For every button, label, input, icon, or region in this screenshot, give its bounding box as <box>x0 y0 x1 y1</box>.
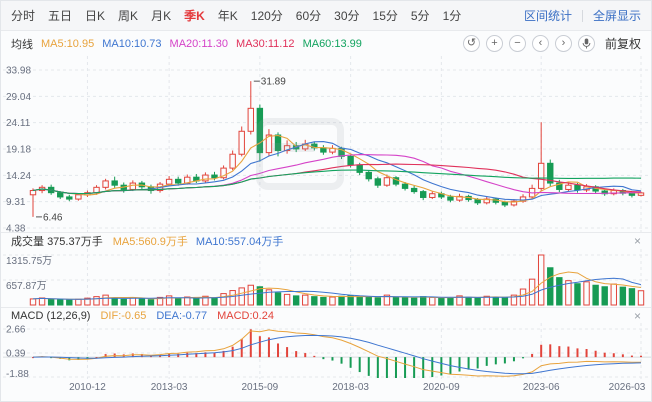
period-tab-12[interactable]: 1分 <box>442 9 462 23</box>
volume-title: 成交量 375.37万手 <box>11 236 103 248</box>
period-toolbar: 分时 五日 日K 周K 月K 季K 年K 120分 60分 30分 15分 5分 1分 区间统计 全屏显… <box>1 1 651 31</box>
period-tab-10[interactable]: 15分 <box>372 9 398 23</box>
zoom-out-button[interactable]: − <box>508 35 526 52</box>
microphone-icon <box>582 38 591 49</box>
period-tabs: 分时 五日 日K 周K 月K 季K 年K 120分 60分 30分 15分 5分 1分 <box>11 7 461 24</box>
price-chart-canvas[interactable]: 33.98 29.04 24.11 19.18 14.24 9.31 4.38 31.89 6.… <box>1 56 652 232</box>
period-tab-3[interactable]: 周K <box>118 9 139 23</box>
low-price-annotation: 6.46 <box>43 212 63 223</box>
macd-pane: MACD (12,26,9) DIF:-0.65 DEA:-0.77 MACD:… <box>1 307 651 379</box>
macd-dea-value: DEA:-0.77 <box>156 309 208 322</box>
period-tab-4[interactable]: 月K <box>151 9 172 23</box>
macd-dif-value: DIF:-0.65 <box>100 309 147 322</box>
period-tab-1[interactable]: 五日 <box>48 9 73 23</box>
ma-indicator-title[interactable]: 均线 <box>11 38 33 51</box>
period-tab-2[interactable]: 日K <box>85 9 106 23</box>
price-axis-label: 33.98 <box>6 66 31 77</box>
volume-chart-canvas[interactable]: 1315.75万 657.87万 <box>1 249 652 307</box>
time-axis: 2010-12 2013-03 2015-09 2018-03 2020-09 2023-… <box>1 379 651 397</box>
x-axis-label: 2020-09 <box>422 382 460 393</box>
macd-title: MACD (12,26,9) <box>11 309 91 322</box>
range-statistics-link[interactable]: 区间统计 <box>523 9 572 23</box>
price-axis-label: 19.18 <box>6 145 31 156</box>
x-axis-label: 2018-03 <box>332 382 369 393</box>
indicator-bar: 均线 MA5:10.95 MA10:10.73 MA20:11.30 MA30:11.… <box>1 31 651 56</box>
x-axis-label: 2015-09 <box>241 382 279 393</box>
ma-values: MA5:10.95 MA10:10.73 MA20:11.30 MA30:11.12 M… <box>41 38 362 50</box>
macd-chart-canvas[interactable]: 2.66 0.39 -1.88 <box>1 323 652 379</box>
volume-axis-label: 1315.75万 <box>6 256 52 267</box>
ma-value-1: MA10:557.04万手 <box>195 236 284 248</box>
ma-value-2: MA20:11.30 <box>169 37 229 50</box>
pan-right-button[interactable]: › <box>554 35 572 52</box>
macd-pane-close-icon[interactable]: × <box>633 308 641 323</box>
ma-value-3: MA30:11.12 <box>236 37 295 50</box>
price-axis-label: 4.38 <box>6 224 26 233</box>
volume-pane-header: 成交量 375.37万手 MA5:560.9万手 MA10:557.04万手 × <box>1 232 651 249</box>
period-tab-5[interactable]: 季K <box>184 9 205 23</box>
macd-axis-label: 0.39 <box>6 349 26 360</box>
voice-button[interactable] <box>577 35 595 52</box>
period-tab-11[interactable]: 5分 <box>410 9 430 23</box>
adjust-mode-selector[interactable]: 前复权 <box>604 37 641 51</box>
price-chart-pane: 33.98 29.04 24.11 19.18 14.24 9.31 4.38 31.89 6.… <box>1 56 651 232</box>
x-axis-label: 2023-06 <box>522 382 560 393</box>
ma-value-0: MA5:10.95 <box>41 37 95 50</box>
toolbar-divider <box>581 9 583 22</box>
price-axis-label: 14.24 <box>6 171 31 182</box>
price-axis-label: 24.11 <box>6 118 31 129</box>
macd-bar-value: MACD:0.24 <box>217 309 274 322</box>
zoom-in-button[interactable]: + <box>485 35 503 52</box>
chart-controls: ↺ + − ‹ › 前复权 <box>462 35 641 52</box>
x-axis-label: 2026-03 <box>608 382 646 393</box>
macd-pane-header: MACD (12,26,9) DIF:-0.65 DEA:-0.77 MACD:… <box>1 307 651 323</box>
period-tab-7[interactable]: 120分 <box>250 9 283 23</box>
toolbar-right: 区间统计 全屏显示 <box>524 7 641 24</box>
period-tab-8[interactable]: 60分 <box>295 9 322 23</box>
ma-value-1: MA10:10.73 <box>102 37 162 50</box>
fullscreen-link[interactable]: 全屏显示 <box>592 9 641 23</box>
volume-axis-label: 657.87万 <box>6 281 47 292</box>
high-price-annotation: 31.89 <box>261 77 286 88</box>
period-tab-9[interactable]: 30分 <box>334 9 360 23</box>
ma-value-0: MA5:560.9万手 <box>112 236 188 248</box>
volume-current-value: 375.37万手 <box>47 236 103 248</box>
period-tab-0[interactable]: 分时 <box>11 9 36 23</box>
price-axis-label: 9.31 <box>6 197 26 208</box>
pan-left-button[interactable]: ‹ <box>531 35 549 52</box>
price-axis-label: 29.04 <box>6 92 31 103</box>
x-axis-label: 2013-03 <box>150 382 188 393</box>
macd-axis-label: 2.66 <box>6 325 26 336</box>
ma-value-4: MA60:13.99 <box>302 37 362 50</box>
volume-pane-close-icon[interactable]: × <box>633 234 641 248</box>
volume-ma-values: MA5:560.9万手 MA10:557.04万手 <box>113 233 284 249</box>
x-axis-label: 2010-12 <box>69 382 106 393</box>
macd-axis-label: -1.88 <box>6 369 29 379</box>
reset-view-button[interactable]: ↺ <box>462 35 480 52</box>
volume-pane: 成交量 375.37万手 MA5:560.9万手 MA10:557.04万手 × … <box>1 232 651 307</box>
period-tab-6[interactable]: 年K <box>217 9 238 23</box>
